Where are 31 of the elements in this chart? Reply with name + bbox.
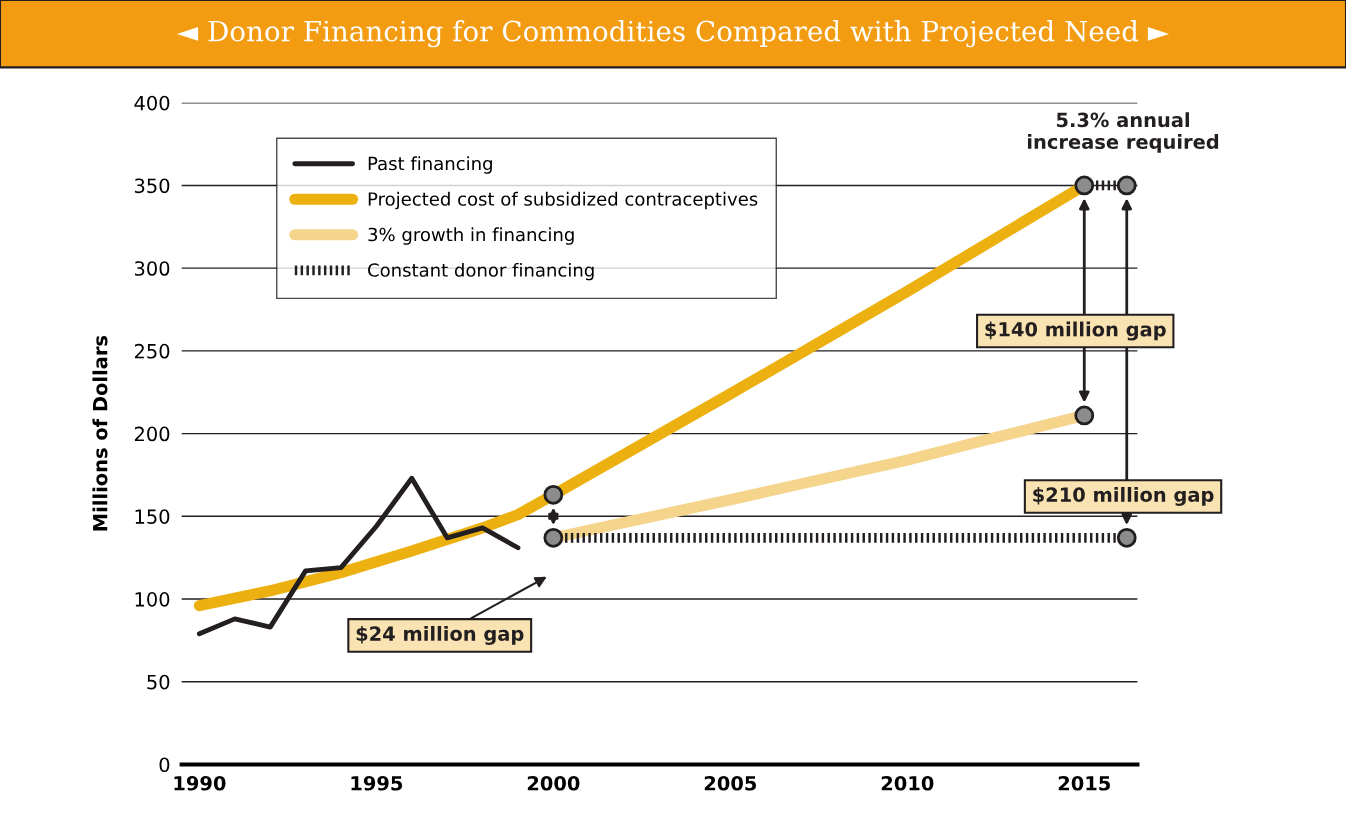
y-tick-label: 250 [134,343,170,359]
x-tick-label: 2005 [704,775,757,791]
y-tick-label: 400 [134,95,170,111]
legend-label: Past financing [368,156,492,174]
y-tick-label: 200 [134,426,170,442]
y-tick-label: 350 [134,178,170,194]
annotation: $140 million gap [985,321,1166,341]
annotation: 5.3% annual increase required [1027,112,1219,153]
point [1074,405,1095,426]
annotation: $24 million gap [356,625,524,645]
x-tick-label: 2010 [881,775,934,791]
point [1116,527,1137,548]
y-tick-label: 0 [159,757,170,773]
y-tick-label: 100 [135,591,170,607]
x-tick-label: 2000 [527,775,580,791]
x-tick-label: 2015 [1058,775,1110,791]
y-axis-title: Millions of Dollars [92,335,108,531]
annotation: $210 million gap [1033,486,1214,506]
point [543,527,564,548]
y-tick-label: 50 [147,674,170,690]
chart-title: ◄ Donor Financing for Commodities Compared with Projected Need ► [176,20,1170,48]
point [1116,175,1137,196]
point [543,484,564,505]
legend-label: 3% growth in financing [368,227,574,245]
point [1074,175,1095,196]
x-tick-label: 1995 [351,775,403,791]
legend-label: Constant donor financing [368,262,594,281]
y-tick-label: 300 [134,261,170,276]
legend-label: Projected cost of subsidized contraceptives [368,191,758,210]
y-tick-label: 150 [135,509,170,524]
x-tick-label: 1990 [174,775,226,791]
